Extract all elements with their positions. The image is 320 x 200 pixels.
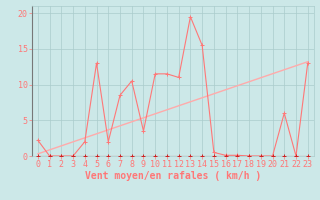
- X-axis label: Vent moyen/en rafales ( km/h ): Vent moyen/en rafales ( km/h ): [85, 171, 261, 181]
